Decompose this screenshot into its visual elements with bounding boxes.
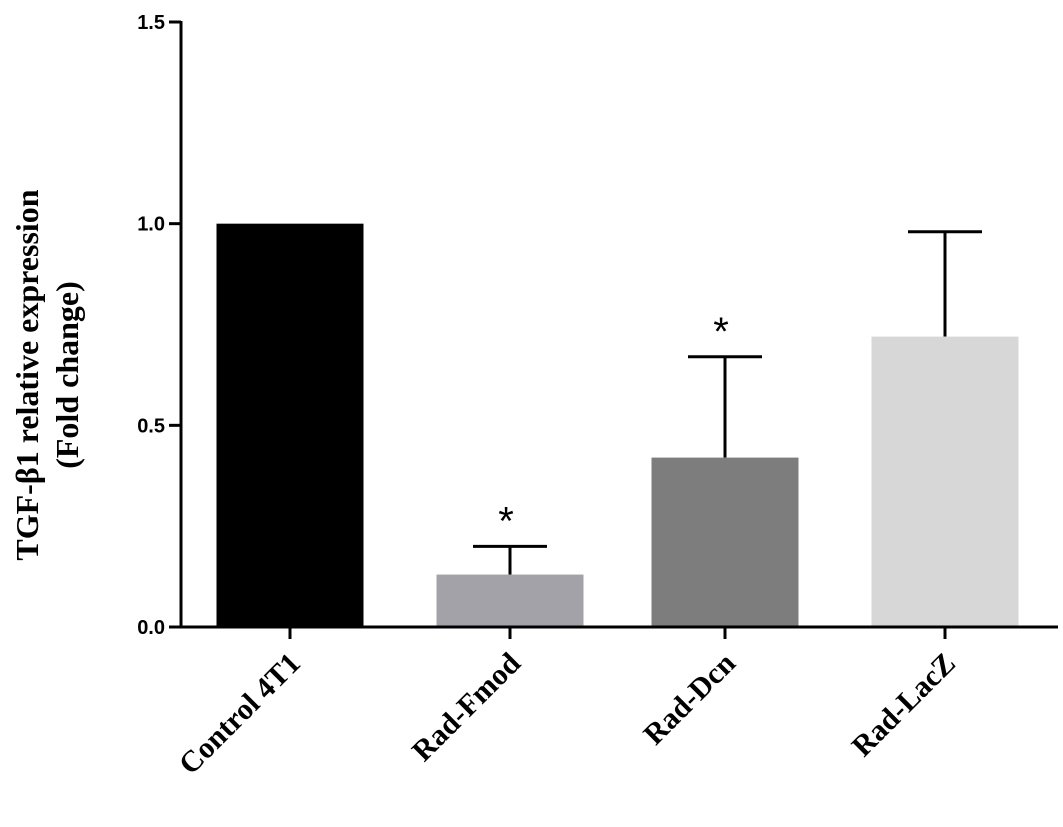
bar (216, 223, 364, 627)
plot-area: ** (216, 223, 1019, 627)
x-tick-label: Rad-Fmod (406, 646, 527, 767)
y-axis-title: TGF-β1 relative expression (Fold change) (9, 189, 85, 560)
x-tick-label: Rad-Dcn (637, 646, 742, 751)
bar (651, 457, 799, 627)
x-axis-ticks: Control 4T1 Rad-Fmod Rad-Dcn Rad-LacZ (173, 627, 962, 781)
significance-marker: * (498, 499, 514, 543)
y-axis-title-line1: TGF-β1 relative expression (9, 189, 45, 560)
bar (436, 574, 584, 627)
significance-marker: * (713, 310, 729, 354)
bar (871, 336, 1019, 627)
x-tick-label: Control 4T1 (173, 647, 307, 781)
y-tick-label: 0.5 (137, 415, 165, 437)
y-tick-label: 1.0 (137, 214, 165, 236)
y-tick-label: 0.0 (137, 617, 165, 639)
y-axis-ticks: 0.0 0.5 1.0 1.5 (137, 12, 181, 639)
x-tick-label: Rad-LacZ (845, 647, 961, 763)
y-axis-title-line2: (Fold change) (49, 281, 85, 469)
y-tick-label: 1.5 (137, 12, 165, 34)
